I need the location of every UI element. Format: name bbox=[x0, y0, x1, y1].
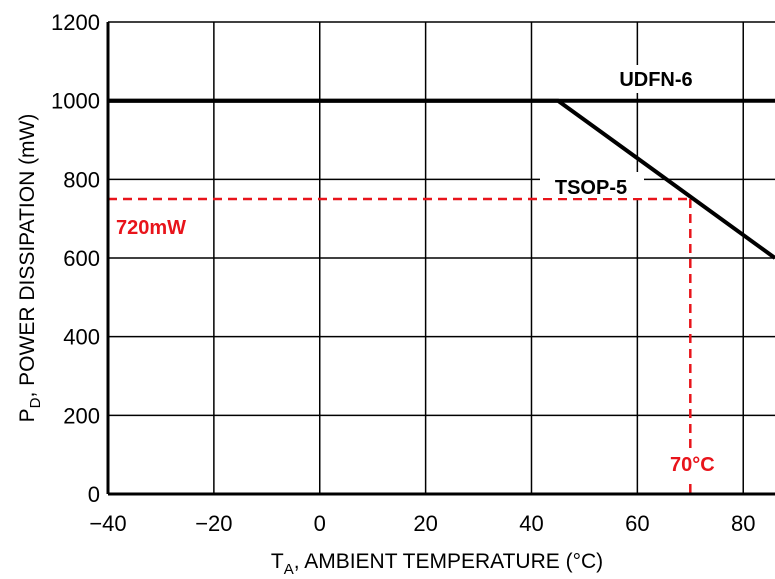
annotation-720mw-bg bbox=[112, 212, 208, 242]
y-tick-label: 0 bbox=[88, 482, 100, 507]
reference-lines bbox=[108, 197, 692, 494]
tsop-label-bg bbox=[540, 172, 644, 198]
annotation-720mw: 720mW bbox=[116, 217, 186, 239]
x-axis-title: TA, AMBIENT TEMPERATURE (°C) bbox=[271, 550, 603, 578]
y-tick-label: 200 bbox=[63, 403, 100, 428]
y-tick-label: 400 bbox=[63, 325, 100, 350]
series-lines bbox=[108, 98, 775, 260]
y-tick-label: 1000 bbox=[51, 89, 100, 114]
x-tick-label: 40 bbox=[519, 511, 543, 536]
x-tick-label: −20 bbox=[195, 511, 232, 536]
x-tick-label: 20 bbox=[413, 511, 437, 536]
x-tick-label: 80 bbox=[731, 511, 755, 536]
labels: UDFN-6 TSOP-5 720mW 70°C TA, AMBIENT TEMPERA… bbox=[16, 65, 736, 578]
series-label-tsop-5: TSOP-5 bbox=[555, 177, 627, 199]
x-tick-label: 0 bbox=[314, 511, 326, 536]
y-tick-label: 1200 bbox=[51, 10, 100, 35]
y-tick-label: 800 bbox=[63, 167, 100, 192]
x-tick-label: −40 bbox=[89, 511, 126, 536]
y-tick-label: 600 bbox=[63, 246, 100, 271]
y-axis-title: PD, POWER DISSIPATION (mW) bbox=[16, 114, 44, 423]
annotation-70c: 70°C bbox=[670, 454, 715, 476]
udfn-label-bg bbox=[603, 65, 709, 93]
series-label-udfn-6: UDFN-6 bbox=[619, 69, 692, 91]
x-tick-label: 60 bbox=[625, 511, 649, 536]
annotation-70c-bg bbox=[664, 448, 736, 478]
axes bbox=[106, 22, 775, 496]
